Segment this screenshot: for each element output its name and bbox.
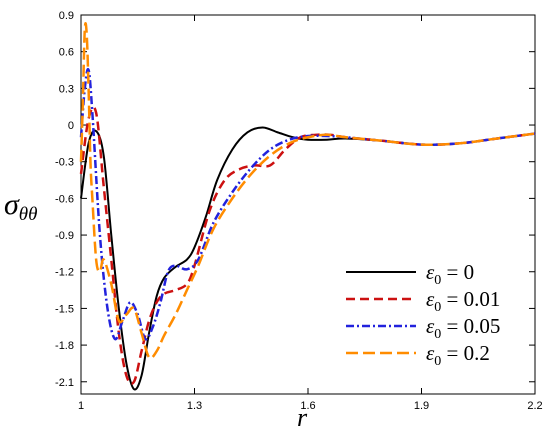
x-tick-label: 1.9 — [414, 400, 429, 412]
y-axis-title-main: σ — [4, 188, 20, 221]
series-line-2 — [79, 67, 536, 341]
y-tick-label: -0.3 — [55, 157, 74, 169]
x-tick-label: 1.3 — [187, 400, 202, 412]
legend-label-symbol: ε — [426, 314, 435, 338]
series-line-3 — [79, 22, 536, 360]
y-tick-label: 0.6 — [59, 47, 74, 59]
y-tick-label: 0 — [68, 120, 74, 132]
x-axis-title: r — [297, 403, 308, 432]
y-tick-label: -1.2 — [55, 267, 74, 279]
x-tick-label: 1 — [78, 400, 84, 412]
y-tick-label: -0.6 — [55, 193, 74, 205]
legend-label: ε0 = 0 — [426, 260, 474, 288]
legend-label-value: = 0.05 — [441, 314, 500, 338]
legend-label: ε0 = 0.05 — [426, 314, 500, 342]
legend-label-value: = 0.01 — [441, 287, 500, 311]
legend-label-symbol: ε — [426, 287, 435, 311]
y-tick-label: -1.8 — [55, 340, 74, 352]
legend-label-sub: 0 — [434, 327, 441, 342]
y-tick-label: 0.3 — [59, 83, 74, 95]
y-axis-title: σθθ — [4, 188, 37, 225]
legend-label-symbol: ε — [426, 260, 435, 284]
series-layer — [79, 22, 536, 391]
legend-label-symbol: ε — [426, 341, 435, 365]
legend-label-value: = 0 — [441, 260, 474, 284]
legend-label-value: = 0.2 — [441, 341, 490, 365]
legend-label-sub: 0 — [434, 273, 441, 288]
y-tick-label: 0.9 — [59, 10, 74, 22]
legend-label: ε0 = 0.01 — [426, 287, 500, 315]
x-tick-label: 2.2 — [527, 400, 542, 412]
legend-label-sub: 0 — [434, 354, 441, 369]
legend-label-sub: 0 — [434, 300, 441, 315]
x-tick-label: 1.6 — [300, 400, 315, 412]
y-tick-label: -1.5 — [55, 303, 74, 315]
y-axis-title-sub: θθ — [19, 204, 38, 225]
legend-label: ε0 = 0.2 — [426, 341, 490, 369]
y-tick-label: -2.1 — [55, 377, 74, 389]
y-tick-label: -0.9 — [55, 230, 74, 242]
